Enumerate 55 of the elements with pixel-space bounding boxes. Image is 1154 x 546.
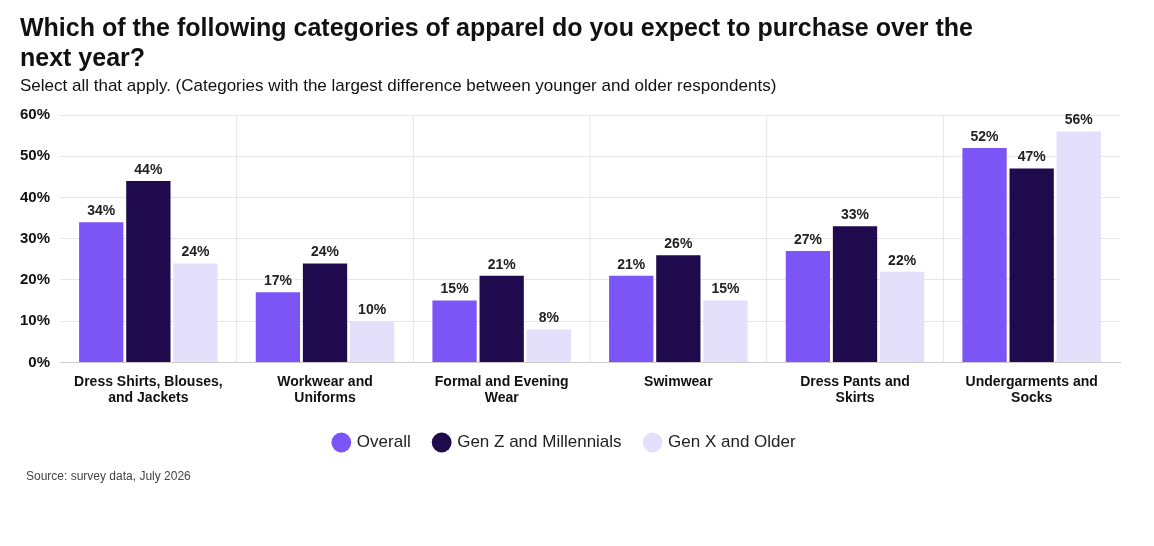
bar (302, 263, 348, 362)
data-label: 34% (87, 202, 116, 219)
bar (79, 222, 124, 362)
bar (656, 255, 701, 362)
x-tick-label: Workwear and Uniforms (277, 372, 373, 406)
x-tick-label: Formal and Evening Wear (434, 372, 569, 406)
bar (609, 275, 654, 362)
x-tick-label: Undergarments and Socks (965, 372, 1098, 406)
data-label: 24% (311, 243, 340, 260)
x-tick-label: Swimwear (644, 372, 714, 389)
bar (832, 226, 878, 362)
chart-subtitle: Select all that apply. (Categories with the largest difference between younger and older respondents) (20, 76, 778, 96)
y-tick-label: 60% (19, 105, 51, 123)
bar (962, 147, 1007, 362)
y-tick-label: 40% (19, 187, 51, 205)
y-tick-label: 50% (19, 146, 51, 164)
data-label: 15% (440, 280, 470, 297)
bar (432, 300, 477, 362)
legend-label: Gen Z and Millennials (457, 432, 622, 452)
data-label: 21% (487, 255, 517, 272)
data-label: 44% (134, 160, 163, 177)
bar (1009, 168, 1054, 362)
x-tick-label: Dress Shirts, Blouses, and Jackets (74, 372, 223, 406)
data-label: 15% (711, 280, 741, 297)
data-label: 17% (263, 272, 293, 289)
bar (255, 292, 301, 362)
data-label: 22% (888, 251, 917, 268)
data-label: 26% (664, 235, 693, 252)
data-label: 47% (1017, 148, 1047, 165)
bar (526, 329, 571, 362)
data-label: 33% (840, 206, 870, 223)
legend-label: Gen X and Older (668, 432, 797, 452)
bar (349, 321, 395, 362)
bar (879, 271, 925, 362)
data-label: 24% (181, 243, 211, 260)
data-label: 10% (358, 301, 387, 318)
y-tick-label: 30% (19, 228, 51, 246)
data-label: 27% (793, 230, 823, 247)
bar (1056, 131, 1101, 362)
bar (479, 275, 524, 362)
legend-label: Overall (356, 432, 411, 452)
data-label: 56% (1064, 111, 1094, 128)
bar (703, 300, 748, 362)
data-label: 8% (538, 309, 560, 326)
bar (785, 251, 831, 362)
source-note: Source: survey data, July 2026 (26, 469, 192, 483)
y-tick-label: 10% (19, 311, 51, 329)
bar (173, 263, 218, 362)
bar (126, 180, 171, 362)
chart-title: Which of the following categories of apparel do you expect to purchase over the next year? (20, 12, 974, 72)
y-tick-label: 20% (19, 270, 51, 288)
y-tick-label: 0% (28, 352, 51, 370)
x-tick-label: Dress Pants and Skirts (800, 372, 910, 406)
data-label: 21% (617, 255, 646, 272)
data-label: 52% (970, 127, 1000, 144)
